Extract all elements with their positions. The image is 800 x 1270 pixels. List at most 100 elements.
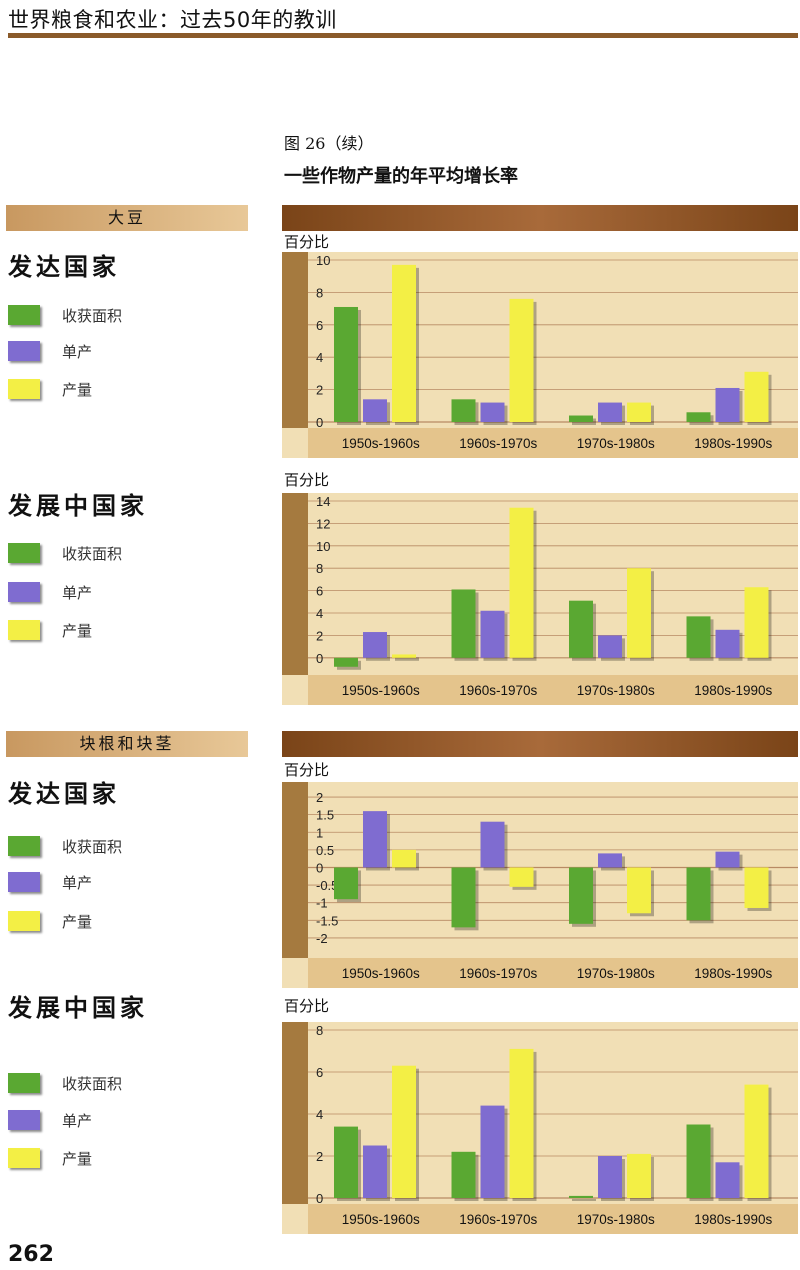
bar-yield xyxy=(598,1156,622,1198)
y-tick-label: -0.5 xyxy=(316,878,338,893)
bar-area xyxy=(686,412,711,422)
bar-area xyxy=(334,306,358,422)
legend-label-yield: 单产 xyxy=(62,343,93,361)
bar-production xyxy=(627,1153,651,1198)
bar-area xyxy=(569,415,593,422)
bar-chart-roots-developing: 0 2 4 6 8 1950s-1960s 1960s-1970s 1970s-1980s 19… xyxy=(282,1022,798,1234)
y-tick-label: 4 xyxy=(316,350,323,365)
bar-production xyxy=(509,298,534,422)
y-tick-label: 10 xyxy=(316,539,330,554)
bar-chart-soybean-developed: 0 2 4 6 8 10 1950s-1960s 1960s-1970s 1970s-1980s… xyxy=(282,252,798,458)
y-tick-label: 2 xyxy=(316,1149,323,1164)
y-tick-label: -1 xyxy=(316,896,328,911)
bar-production xyxy=(392,849,416,868)
y-tick-label: -2 xyxy=(316,931,328,946)
figure-label: 图 26（续） xyxy=(284,134,374,153)
bar-area xyxy=(451,589,476,658)
bar-shadow xyxy=(572,1198,596,1201)
legend-swatch-area xyxy=(8,543,40,563)
category-label: 1970s-1980s xyxy=(577,1212,655,1227)
bar-production xyxy=(392,654,416,658)
legend-label-production: 产量 xyxy=(62,381,93,399)
bar-production xyxy=(509,867,534,887)
category-label: 1960s-1970s xyxy=(459,436,537,451)
bar-area xyxy=(686,616,711,658)
bar-area xyxy=(334,867,358,900)
y-tick-label: 12 xyxy=(316,516,330,531)
legend-swatch-area xyxy=(8,836,40,856)
page-number: 262 xyxy=(8,1242,54,1267)
legend-swatch-yield xyxy=(8,341,40,361)
legend-swatch-yield xyxy=(8,1110,40,1130)
bar-yield xyxy=(715,629,740,658)
bar-production xyxy=(392,1065,416,1198)
category-label: 1970s-1980s xyxy=(577,683,655,698)
legend-label-production: 产量 xyxy=(62,622,93,640)
header-rule xyxy=(8,33,798,38)
category-band xyxy=(308,1204,798,1234)
group-title-developed: 发达国家 xyxy=(8,253,120,281)
bar-production xyxy=(627,568,651,658)
y-tick-label: -1.5 xyxy=(316,913,338,928)
category-label: 1980s-1990s xyxy=(694,966,772,981)
y-tick-label: 4 xyxy=(316,606,323,621)
bar-yield xyxy=(363,632,387,658)
bar-shadow xyxy=(395,657,419,661)
category-label: 1960s-1970s xyxy=(459,683,537,698)
y-tick-label: 0 xyxy=(316,860,323,875)
bar-area xyxy=(569,1195,593,1198)
category-label: 1950s-1960s xyxy=(342,1212,420,1227)
y-tick-label: 14 xyxy=(316,494,330,509)
bar-area xyxy=(686,1124,711,1198)
y-tick-label: 0.5 xyxy=(316,843,334,858)
y-axis-unit: 百分比 xyxy=(284,761,330,779)
bar-yield xyxy=(598,853,622,868)
y-tick-label: 8 xyxy=(316,1023,323,1038)
y-axis-bar xyxy=(282,1022,308,1204)
legend-swatch-area xyxy=(8,305,40,325)
bar-area xyxy=(451,1151,476,1198)
y-tick-label: 4 xyxy=(316,1107,323,1122)
y-tick-label: 6 xyxy=(316,1065,323,1080)
category-label: 1960s-1970s xyxy=(459,1212,537,1227)
group-title-developing: 发展中国家 xyxy=(8,492,148,520)
section-divider-roots-tubers xyxy=(282,731,798,757)
bar-yield xyxy=(480,1105,505,1198)
bar-production xyxy=(627,402,651,422)
y-tick-label: 10 xyxy=(316,253,330,268)
chart-background xyxy=(282,1022,798,1234)
bar-production xyxy=(509,507,534,658)
legend-label-area: 收获面积 xyxy=(62,307,123,325)
category-band xyxy=(308,958,798,988)
crop-band-roots-tubers: 块根和块茎 xyxy=(6,731,248,757)
category-label: 1970s-1980s xyxy=(577,436,655,451)
bar-yield xyxy=(480,402,505,422)
bar-area xyxy=(451,867,476,928)
bar-yield xyxy=(715,851,740,868)
bar-chart-soybean-developing: 0 2 4 6 8 10 12 14 1950s-1960s 1960s-1970s 1970s-1… xyxy=(282,493,798,705)
legend-swatch-yield xyxy=(8,872,40,892)
bar-yield xyxy=(715,387,740,422)
category-label: 1970s-1980s xyxy=(577,966,655,981)
y-tick-label: 8 xyxy=(316,561,323,576)
y-axis-unit: 百分比 xyxy=(284,997,330,1015)
y-tick-label: 2 xyxy=(316,383,323,398)
chart-background xyxy=(282,493,798,705)
book-title: 世界粮食和农业：过去50年的教训 xyxy=(8,8,337,32)
legend-label-area: 收获面积 xyxy=(62,838,123,856)
category-label: 1980s-1990s xyxy=(694,1212,772,1227)
bar-chart-roots-developed: -2 -1.5 -1 -0.5 0 0.5 1 1.5 2 1950s-1960s 1960s-19… xyxy=(282,782,798,988)
legend-label-yield: 单产 xyxy=(62,1112,93,1130)
y-tick-label: 2 xyxy=(316,790,323,805)
category-label: 1950s-1960s xyxy=(342,683,420,698)
section-divider-soybean xyxy=(282,205,798,231)
bar-production xyxy=(392,264,416,422)
bar-yield xyxy=(363,811,387,868)
bar-area xyxy=(451,399,476,422)
y-tick-label: 6 xyxy=(316,318,323,333)
y-tick-label: 1.5 xyxy=(316,808,334,823)
bar-production xyxy=(509,1048,534,1198)
legend-label-production: 产量 xyxy=(62,1150,93,1168)
bar-area xyxy=(569,600,593,658)
legend-label-production: 产量 xyxy=(62,913,93,931)
